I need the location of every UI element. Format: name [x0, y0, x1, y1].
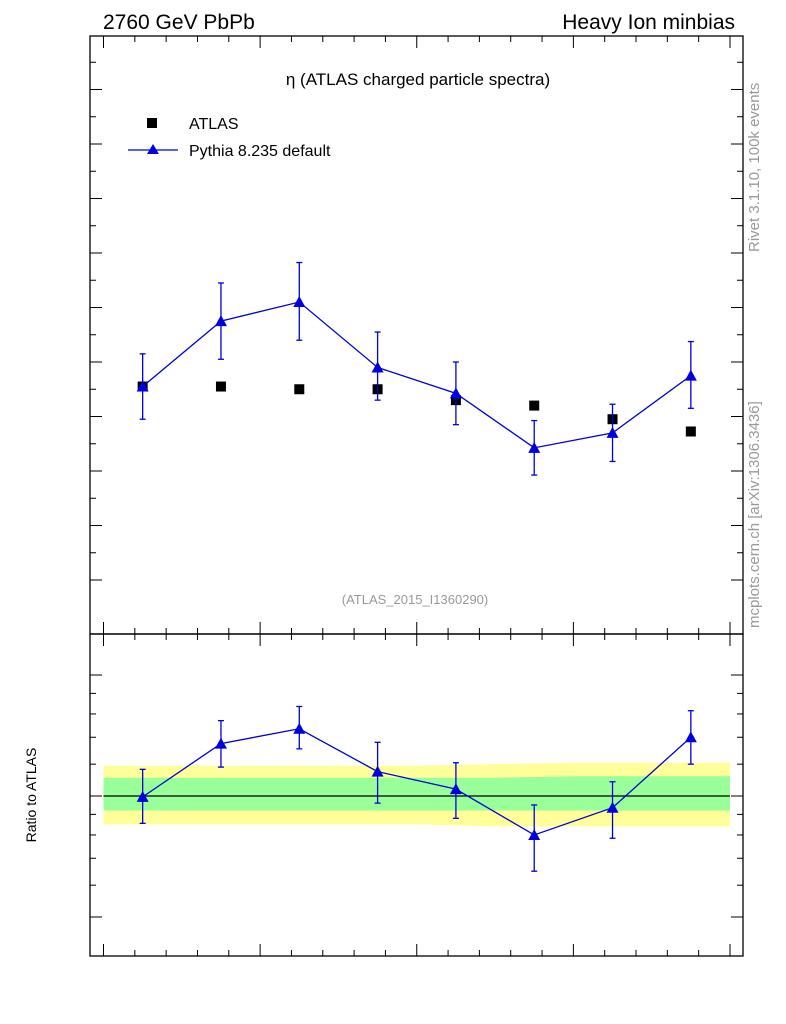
ratio-band-green	[103, 776, 730, 811]
side-label-rivet: Rivet 3.1.10, 100k events	[746, 83, 763, 252]
pythia-marker	[214, 315, 227, 327]
pythia-marker	[371, 361, 384, 373]
analysis-watermark: (ATLAS_2015_I1360290)	[342, 592, 488, 607]
ratio-pythia-marker	[371, 765, 384, 777]
ratio-y-axis-label: Ratio to ATLAS	[23, 748, 39, 843]
atlas-data-point	[529, 400, 540, 411]
ratio-pythia-marker	[684, 731, 697, 743]
ratio-uncertainty-bands	[103, 762, 730, 827]
pythia-marker	[528, 441, 541, 453]
ratio-pythia-marker	[136, 790, 149, 802]
ratio-pythia-marker	[214, 737, 227, 749]
chart-marks	[103, 261, 730, 872]
ratio-pythia-marker	[293, 722, 306, 734]
ratio-pythia-marker	[606, 801, 619, 813]
side-label-mcplots: mcplots.cern.ch [arXiv:1306.3436]	[746, 401, 763, 628]
atlas-data-point	[215, 381, 226, 392]
pythia-marker	[606, 426, 619, 438]
chart-axes	[89, 35, 744, 957]
header-left: 2760 GeV PbPb	[103, 11, 255, 34]
ratio-pythia-line	[142, 728, 692, 836]
legend: ATLAS Pythia 8.235 default	[128, 116, 331, 160]
main-chart-title: η (ATLAS charged particle spectra)	[286, 70, 550, 89]
pythia-line	[142, 301, 692, 449]
pythia-marker	[136, 380, 149, 392]
legend-marker-pythia	[147, 144, 159, 154]
header-right: Heavy Ion minbias	[562, 11, 735, 34]
atlas-data-point	[294, 384, 305, 395]
legend-label-pythia: Pythia 8.235 default	[189, 143, 331, 160]
pythia-marker	[293, 296, 306, 308]
pythia-marker	[684, 369, 697, 381]
atlas-data-point	[685, 426, 696, 437]
legend-label-atlas: ATLAS	[189, 116, 239, 133]
legend-marker-atlas	[147, 118, 157, 128]
main-plot-frame	[89, 35, 744, 635]
ratio-pythia-marker	[528, 828, 541, 840]
pythia-marker	[449, 387, 462, 399]
ratio-pythia-marker	[449, 783, 462, 795]
